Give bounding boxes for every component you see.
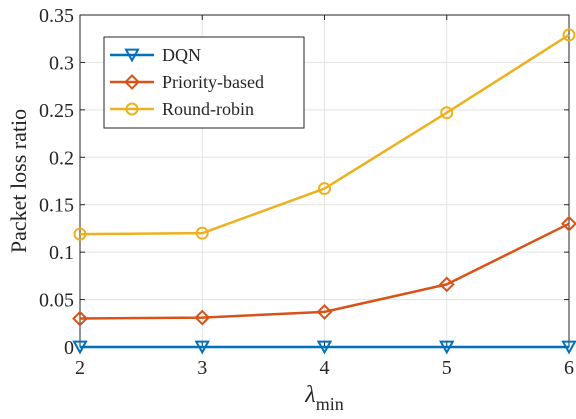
legend-label: Priority-based <box>162 72 264 92</box>
legend-marker <box>125 102 139 116</box>
data-point <box>194 340 210 355</box>
legend: DQN Priority-based Round-robin <box>103 36 305 129</box>
data-point <box>438 276 455 293</box>
legend-label: DQN <box>162 45 201 65</box>
data-point <box>318 182 331 196</box>
series-priority-based <box>72 215 576 327</box>
data-point <box>72 340 88 355</box>
y-tick-label: 0.2 <box>49 147 74 169</box>
data-point <box>72 310 88 327</box>
x-tick-label: 2 <box>75 357 85 379</box>
data-point <box>561 340 576 355</box>
data-point <box>562 28 576 42</box>
x-axis-label-symbol: λ <box>304 382 315 408</box>
legend-label: Round-robin <box>162 99 254 119</box>
x-tick-label: 3 <box>197 357 207 379</box>
legend-item: Round-robin <box>110 99 254 119</box>
data-point <box>73 227 87 241</box>
data-point <box>439 340 455 355</box>
data-point <box>316 303 333 320</box>
legend-item: DQN <box>110 45 201 65</box>
data-point <box>195 226 209 240</box>
y-tick-label: 0.05 <box>39 290 74 312</box>
legend-marker <box>124 74 140 90</box>
data-point <box>561 215 576 232</box>
data-point <box>316 340 333 355</box>
y-axis-label: Packet loss ratio <box>6 109 31 253</box>
series-round-robin <box>73 28 576 241</box>
series-dqn <box>72 340 576 355</box>
legend-marker <box>124 48 140 63</box>
x-tick-label: 5 <box>442 357 452 379</box>
y-tick-label: 0.25 <box>39 100 74 122</box>
axis-ticks: 2 3 4 5 6 0 0.05 0.1 0.15 0.2 0.25 0.3 0.35 <box>39 5 574 379</box>
x-axis-label: λmin <box>304 382 343 414</box>
series-line <box>79 33 570 236</box>
y-tick-label: 0.15 <box>39 195 74 217</box>
y-tick-label: 0 <box>64 337 74 359</box>
x-tick-label: 6 <box>564 357 574 379</box>
legend-item: Priority-based <box>110 72 264 92</box>
series-layer <box>72 28 576 355</box>
x-axis-label-subscript: min <box>316 394 344 414</box>
y-tick-label: 0.35 <box>39 5 74 27</box>
data-point <box>194 309 211 326</box>
data-point <box>440 106 454 120</box>
series-line <box>79 222 570 320</box>
y-tick-label: 0.1 <box>49 242 74 264</box>
y-tick-label: 0.3 <box>49 52 74 74</box>
x-tick-label: 4 <box>320 357 330 379</box>
